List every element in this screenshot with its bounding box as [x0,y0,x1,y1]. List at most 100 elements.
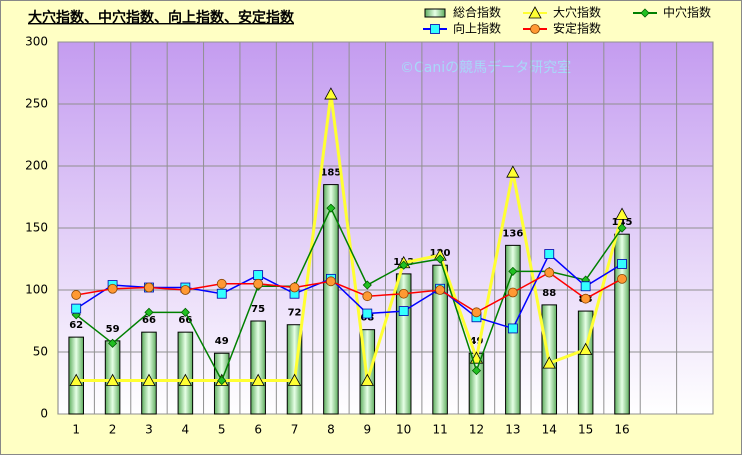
y-tick-label: 150 [25,221,48,235]
line [76,271,623,314]
data-label: 185 [320,168,341,179]
x-tick-label: 5 [218,423,226,437]
line [75,206,623,383]
marker [544,249,555,259]
marker [507,287,518,298]
data-label: 75 [251,304,265,315]
marker [617,223,627,233]
marker [142,373,156,386]
marker [398,306,409,316]
line [76,93,624,383]
x-tick-label: 4 [182,423,190,437]
marker [287,373,302,386]
x-tick-label: 7 [291,423,299,437]
data-label: 72 [288,308,302,319]
x-tick-label: 6 [254,423,262,437]
marker [362,308,373,319]
x-tick-label: 14 [542,423,557,437]
marker [506,165,520,178]
marker [108,338,118,348]
marker [471,366,482,376]
marker [180,285,191,295]
marker [508,266,518,276]
marker [326,276,336,287]
y-tick-label: 250 [25,97,48,111]
bar [432,264,448,415]
legend-swatch [424,8,446,18]
legend-marker [528,6,542,19]
marker [362,291,373,302]
data-label: 66 [178,315,192,326]
legend-label: 向上指数 [453,21,501,36]
y-tick-label: 200 [25,159,48,173]
legend-marker [640,8,650,18]
marker [178,373,193,386]
x-tick-label: 1 [72,423,80,437]
y-tick-label: 300 [25,35,48,49]
legend-marker [430,24,440,34]
marker [289,282,300,293]
legend-label: 大穴指数 [553,5,601,20]
marker [217,375,227,386]
data-label: 145 [612,217,633,228]
marker [216,288,227,299]
marker [107,283,118,294]
marker [435,254,445,264]
marker [71,290,82,300]
data-label: 59 [106,324,120,335]
marker [580,281,591,292]
legend-label: 安定指数 [553,21,601,36]
marker [324,87,338,100]
data-label: 88 [542,288,556,299]
data-label: 49 [215,336,229,347]
marker [542,356,556,369]
x-tick-label: 11 [432,423,447,437]
marker [544,267,555,278]
legend-label: 総合指数 [453,5,501,20]
bar [323,184,339,415]
marker [69,373,83,386]
marker [180,307,190,317]
marker [253,278,264,289]
marker [105,373,120,386]
data-label: 136 [502,228,523,239]
marker [578,342,593,355]
chart-title: 大穴指数、中穴指数、向上指数、安定指数 [28,9,295,26]
x-tick-label: 12 [469,423,484,437]
x-tick-label: 15 [578,423,593,437]
y-tick-label: 100 [25,283,48,297]
marker [617,273,627,284]
x-tick-label: 9 [363,423,371,437]
marker [580,293,591,304]
marker [144,282,154,293]
x-tick-label: 13 [505,423,520,437]
marker [398,288,409,299]
marker [399,260,409,270]
bar [250,320,266,415]
marker [362,280,372,290]
legend-label: 中穴指数 [663,5,711,20]
legend-marker [530,24,540,34]
line [75,252,623,330]
x-tick-label: 3 [145,423,153,437]
data-label: 62 [69,320,83,331]
marker [617,259,627,269]
watermark: ©Caniの競馬データ研究室 [400,59,571,76]
data-label: 66 [142,315,156,326]
marker [144,307,154,317]
y-tick-label: 50 [33,345,48,359]
x-tick-label: 8 [327,423,335,437]
marker [360,373,374,386]
x-tick-label: 2 [109,423,117,437]
x-tick-label: 10 [396,423,411,437]
marker [471,307,482,318]
bar [177,331,194,415]
data-label: 49 [470,336,484,347]
bar [141,331,157,415]
y-tick-label: 0 [40,407,48,421]
marker [253,270,264,281]
marker [71,303,82,314]
marker [326,203,336,213]
marker [507,323,518,334]
